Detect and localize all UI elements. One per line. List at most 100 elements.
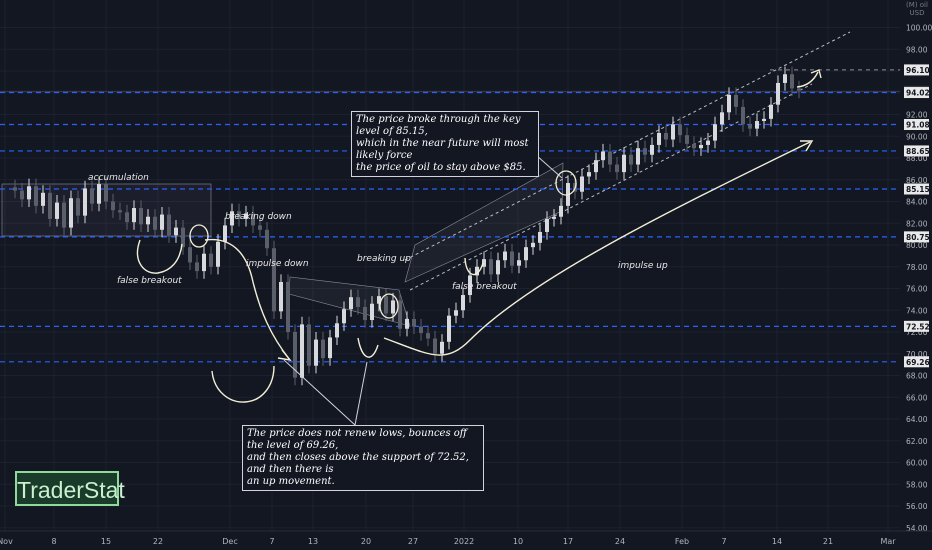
candle (13, 179, 17, 199)
candle (692, 136, 696, 156)
candle-body (769, 104, 773, 119)
time-tick-label: 15 (101, 537, 111, 546)
candle (426, 325, 430, 347)
candle-body (146, 216, 150, 225)
time-tick-label: 13 (308, 537, 318, 546)
candle-body (664, 132, 668, 140)
note-bottom-line-1: The price does not renew lows, bounces o… (247, 428, 467, 451)
candle-body (720, 112, 724, 125)
candle (790, 66, 794, 97)
candle (776, 75, 780, 113)
label-breaking-up: breaking up (357, 254, 411, 264)
candle (293, 324, 297, 386)
candle-body (209, 253, 213, 267)
price-axis[interactable]: (M) oilUSD100.0098.0096.0094.0092.0090.0… (900, 0, 932, 533)
target-arrow (796, 71, 819, 88)
candle-body (699, 144, 703, 149)
price-axis-unit: (M) oil (906, 1, 928, 9)
price-badge-bg (904, 145, 929, 157)
candle-body (342, 309, 346, 324)
candle (475, 259, 479, 284)
candle (370, 296, 374, 328)
price-tick-label: 92.00 (906, 111, 928, 120)
candle (230, 203, 234, 234)
candle-body (55, 202, 59, 219)
candle-body (349, 297, 353, 310)
candle (699, 137, 703, 156)
candle-body (608, 151, 612, 165)
candle-body (587, 172, 591, 177)
target-arrowhead (810, 69, 822, 79)
price-tick-label: 58.00 (906, 480, 928, 489)
breakdown-circle (189, 224, 209, 248)
price-badge-label: 88.65 (906, 147, 930, 156)
price-tick-label: 68.00 (906, 372, 928, 381)
candle (797, 80, 801, 99)
candle (503, 243, 507, 268)
candle (706, 132, 710, 153)
candle (209, 246, 213, 275)
candle (412, 311, 416, 335)
candle (636, 140, 640, 173)
candle-body (76, 198, 80, 216)
label-impulse-down: impulse down (246, 259, 309, 269)
candle (517, 252, 521, 274)
time-axis[interactable]: Nov 8 15 22 Dec 7 13 20 27 2022 10 17 24 Feb 7 14 21 Mar (0, 530, 932, 550)
candle-body (713, 124, 717, 141)
candle (433, 330, 437, 362)
candle-body (335, 323, 339, 338)
candle (545, 211, 549, 240)
candle-body (510, 251, 514, 266)
candle (419, 318, 423, 341)
candle (97, 176, 101, 212)
candle (202, 246, 206, 279)
candle (440, 334, 444, 362)
candle-body (300, 324, 304, 378)
candle (615, 156, 619, 180)
candle (125, 204, 129, 230)
price-tick-label: 74.00 (906, 306, 928, 315)
candle-body (636, 148, 640, 165)
candle (335, 315, 339, 346)
candle (244, 205, 248, 227)
price-tick-label: 72.00 (906, 328, 928, 337)
price-badge: 69.26 (904, 356, 930, 368)
candle-body (237, 211, 241, 219)
time-tick-label: 21 (823, 537, 833, 546)
label-accumulation: accumulation (88, 173, 149, 183)
price-tick-label: 80.00 (906, 241, 928, 250)
candle-body (475, 266, 479, 276)
candle-body (538, 231, 542, 243)
candle (55, 194, 59, 227)
price-tick-label: 100.00 (906, 24, 932, 33)
price-tick-label: 98.00 (906, 45, 928, 54)
time-tick-label: 8 (51, 537, 56, 546)
candle (349, 289, 353, 317)
candle (734, 87, 738, 115)
note-bottom-line-3: an up movement. (247, 476, 335, 487)
candle (762, 111, 766, 129)
label-impulse-up: impulse up (618, 261, 668, 271)
candle-body (160, 214, 164, 230)
candle (118, 202, 122, 220)
price-badge: 72.52 (904, 320, 930, 332)
candle-body (139, 208, 143, 225)
time-tick-label: Nov (0, 537, 13, 546)
time-tick-label: 17 (563, 537, 573, 546)
candle (657, 125, 661, 153)
price-tick-label: 66.00 (906, 393, 928, 402)
candle-body (797, 88, 801, 91)
candle (489, 251, 493, 282)
candle (398, 292, 402, 337)
price-tick-label: 84.00 (906, 198, 928, 207)
candle-body (48, 192, 52, 219)
candle (258, 217, 262, 238)
candle (552, 209, 556, 227)
candle-body (62, 202, 66, 228)
price-axis-currency: USD (910, 9, 925, 17)
price-tick-label: 78.00 (906, 263, 928, 272)
label-false-breakout-2: false breakout (452, 282, 517, 292)
channel-upper-line (404, 31, 851, 261)
candle-body (286, 281, 290, 332)
